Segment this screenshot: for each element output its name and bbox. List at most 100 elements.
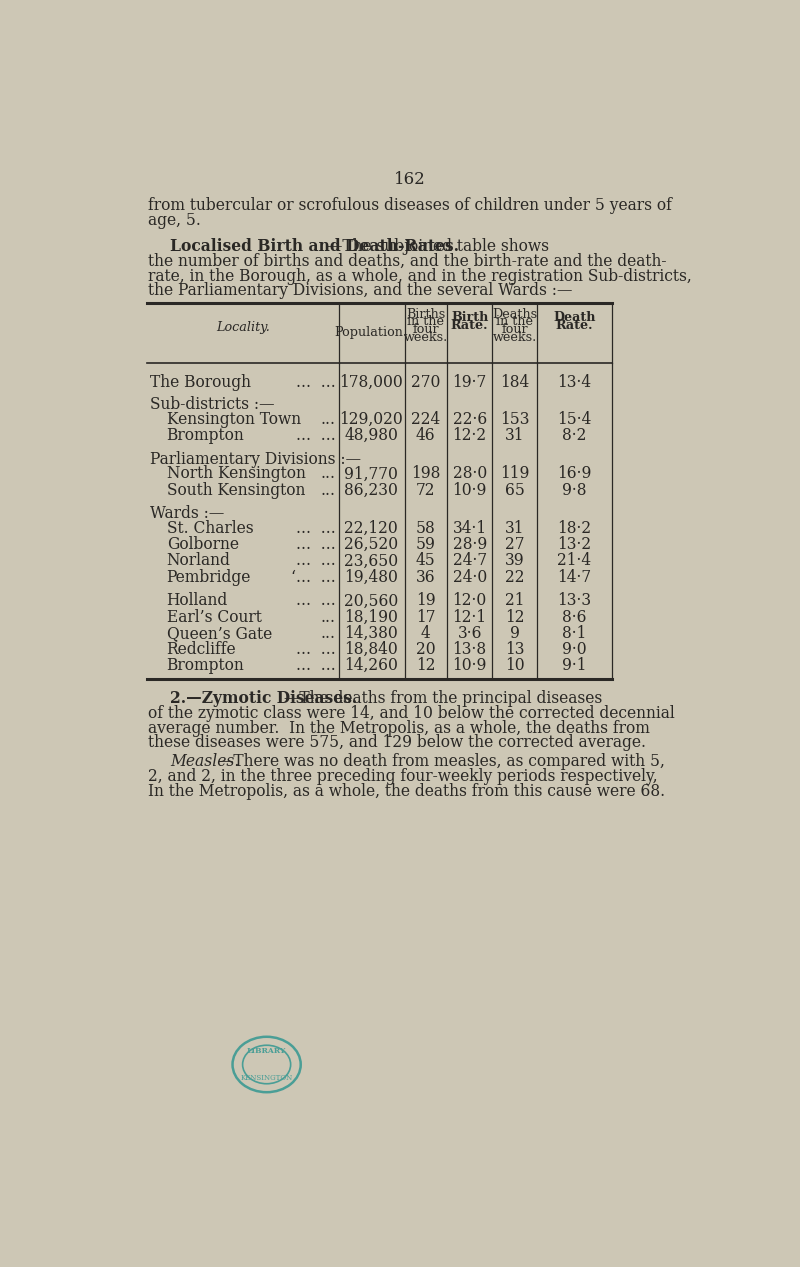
- Text: 24·7: 24·7: [453, 552, 486, 569]
- Text: ...  ...: ... ...: [296, 536, 336, 554]
- Text: 65: 65: [505, 481, 525, 499]
- Text: —The subjoined table shows: —The subjoined table shows: [327, 238, 549, 255]
- Text: 10·9: 10·9: [453, 658, 487, 674]
- Text: 28·0: 28·0: [453, 465, 486, 483]
- Text: weeks.: weeks.: [403, 331, 448, 343]
- Text: 23,650: 23,650: [344, 552, 398, 569]
- Text: 3·6: 3·6: [458, 625, 482, 642]
- Text: four: four: [412, 323, 439, 336]
- Text: 198: 198: [411, 465, 440, 483]
- Text: 14,260: 14,260: [344, 658, 398, 674]
- Text: Rate.: Rate.: [451, 319, 489, 332]
- Text: ...  ...: ... ...: [296, 641, 336, 658]
- Text: 13·3: 13·3: [558, 593, 591, 609]
- Text: 13·8: 13·8: [453, 641, 486, 658]
- Text: weeks.: weeks.: [493, 331, 537, 343]
- Text: in the: in the: [407, 315, 444, 328]
- Text: rate, in the Borough, as a whole, and in the registration Sub-districts,: rate, in the Borough, as a whole, and in…: [148, 267, 692, 285]
- Text: ...  ...: ... ...: [296, 427, 336, 443]
- Text: 18,190: 18,190: [344, 608, 398, 626]
- Text: 27: 27: [505, 536, 524, 554]
- Text: 9·1: 9·1: [562, 658, 586, 674]
- Text: age, 5.: age, 5.: [148, 212, 201, 229]
- Text: 20,560: 20,560: [344, 593, 398, 609]
- Text: 2, and 2, in the three preceding four-weekly periods respectively,: 2, and 2, in the three preceding four-we…: [148, 768, 658, 786]
- Text: Norland: Norland: [166, 552, 230, 569]
- Text: Parliamentary Divisions :—: Parliamentary Divisions :—: [150, 451, 361, 468]
- Text: ...  ...: ... ...: [296, 593, 336, 609]
- Text: ...: ...: [321, 465, 336, 483]
- Text: 20: 20: [416, 641, 435, 658]
- Text: LIBRARY: LIBRARY: [247, 1047, 286, 1054]
- Text: Birth: Birth: [451, 312, 488, 324]
- Text: four: four: [502, 323, 528, 336]
- Text: Brompton: Brompton: [166, 658, 245, 674]
- Text: 31: 31: [505, 519, 524, 537]
- Text: of the zymotic class were 14, and 10 below the corrected decennial: of the zymotic class were 14, and 10 bel…: [148, 704, 674, 722]
- Text: 270: 270: [411, 374, 440, 390]
- Text: 162: 162: [394, 171, 426, 189]
- Text: Pembridge: Pembridge: [166, 569, 251, 585]
- Text: 21: 21: [505, 593, 524, 609]
- Text: Measles.: Measles.: [170, 754, 239, 770]
- Text: 8·1: 8·1: [562, 625, 586, 642]
- Text: 9·8: 9·8: [562, 481, 586, 499]
- Text: Redcliffe: Redcliffe: [166, 641, 236, 658]
- Text: Death: Death: [553, 312, 595, 324]
- Text: —There was no death from measles, as compared with 5,: —There was no death from measles, as com…: [218, 754, 665, 770]
- Text: 12: 12: [505, 608, 524, 626]
- Text: 17: 17: [416, 608, 435, 626]
- Text: 9·0: 9·0: [562, 641, 586, 658]
- Text: 22: 22: [505, 569, 524, 585]
- Text: 18·2: 18·2: [558, 519, 591, 537]
- Text: 22·6: 22·6: [453, 411, 486, 428]
- Text: 34·1: 34·1: [453, 519, 486, 537]
- Text: ...: ...: [321, 481, 336, 499]
- Text: 36: 36: [416, 569, 435, 585]
- Text: 72: 72: [416, 481, 435, 499]
- Text: the number of births and deaths, and the birth-rate and the death-: the number of births and deaths, and the…: [148, 253, 666, 270]
- Text: from tubercular or scrofulous diseases of children under 5 years of: from tubercular or scrofulous diseases o…: [148, 196, 672, 214]
- Text: 12·1: 12·1: [453, 608, 486, 626]
- Text: 153: 153: [500, 411, 530, 428]
- Text: 21·4: 21·4: [558, 552, 591, 569]
- Text: Queen’s Gate: Queen’s Gate: [166, 625, 272, 642]
- Text: ‘...  ...: ‘... ...: [291, 569, 336, 585]
- Text: 15·4: 15·4: [557, 411, 591, 428]
- Text: 8·2: 8·2: [562, 427, 586, 443]
- Text: 48,980: 48,980: [344, 427, 398, 443]
- Text: The Borough: The Borough: [150, 374, 250, 390]
- Text: 24·0: 24·0: [453, 569, 486, 585]
- Text: Golborne: Golborne: [166, 536, 238, 554]
- Text: 28·9: 28·9: [453, 536, 486, 554]
- Text: In the Metropolis, as a whole, the deaths from this cause were 68.: In the Metropolis, as a whole, the death…: [148, 783, 665, 799]
- Text: ...  ...: ... ...: [296, 519, 336, 537]
- Text: Deaths: Deaths: [492, 308, 537, 321]
- Text: 58: 58: [416, 519, 435, 537]
- Text: 12·2: 12·2: [453, 427, 486, 443]
- Text: ...: ...: [321, 608, 336, 626]
- Text: North Kensington: North Kensington: [166, 465, 306, 483]
- Text: 13: 13: [505, 641, 524, 658]
- Text: the Parliamentary Divisions, and the several Wards :—: the Parliamentary Divisions, and the sev…: [148, 283, 573, 299]
- Text: 46: 46: [416, 427, 435, 443]
- Text: 10·9: 10·9: [453, 481, 487, 499]
- Text: Rate.: Rate.: [555, 319, 593, 332]
- Text: 14,380: 14,380: [344, 625, 398, 642]
- Text: 19,480: 19,480: [344, 569, 398, 585]
- Text: 224: 224: [411, 411, 440, 428]
- Text: 59: 59: [415, 536, 435, 554]
- Text: 39: 39: [505, 552, 525, 569]
- Text: 45: 45: [416, 552, 435, 569]
- Text: 19: 19: [416, 593, 435, 609]
- Text: South Kensington: South Kensington: [166, 481, 305, 499]
- Text: 16·9: 16·9: [557, 465, 591, 483]
- Text: St. Charles: St. Charles: [166, 519, 254, 537]
- Text: 9: 9: [510, 625, 519, 642]
- Text: —The deaths from the principal diseases: —The deaths from the principal diseases: [285, 691, 602, 707]
- Text: 178,000: 178,000: [339, 374, 403, 390]
- Text: 12: 12: [416, 658, 435, 674]
- Text: average number.  In the Metropolis, as a whole, the deaths from: average number. In the Metropolis, as a …: [148, 720, 650, 736]
- Text: 12·0: 12·0: [453, 593, 486, 609]
- Text: Locality.: Locality.: [217, 322, 270, 334]
